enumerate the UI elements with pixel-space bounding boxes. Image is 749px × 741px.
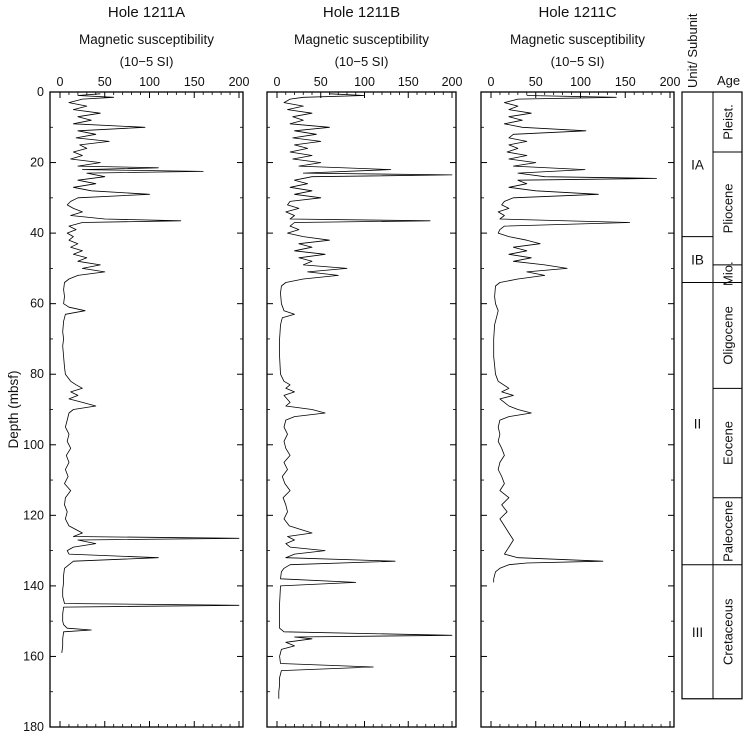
x-axis-label: Magnetic susceptibility: [294, 32, 429, 47]
unit-label: IA: [691, 157, 704, 172]
unit-label: II: [694, 417, 702, 432]
age-label: Paleocene: [721, 500, 736, 561]
x-axis-units: (10−5 SI): [551, 54, 605, 69]
susceptibility-series-line: [61, 93, 240, 653]
column-frame: [681, 91, 743, 700]
age-label: Eocene: [721, 421, 736, 465]
x-axis-units: (10−5 SI): [120, 54, 174, 69]
x-tick-label: 200: [660, 75, 681, 89]
y-tick-label: 20: [30, 156, 44, 170]
x-tick-label: 100: [139, 75, 160, 89]
age-label: Pliocene: [721, 183, 736, 233]
x-tick-label: 50: [314, 75, 328, 89]
panel-3: Hole 1211C Magnetic susceptibility (10−5 S…: [480, 4, 681, 728]
panel-title: Hole 1211A: [108, 4, 185, 21]
panel-1: Hole 1211A Magnetic susceptibility (10−5 S…: [49, 4, 250, 728]
x-tick-label: 200: [442, 75, 463, 89]
x-tick-label: 100: [354, 75, 375, 89]
x-tick-label: 150: [615, 75, 636, 89]
age-label: Pleist.: [721, 104, 736, 139]
y-tick-label: 120: [23, 508, 44, 522]
y-tick-label: 60: [30, 297, 44, 311]
y-tick-label: 180: [23, 720, 44, 734]
x-tick-label: 0: [488, 75, 495, 89]
y-tick-label: 40: [30, 226, 44, 240]
age-label: Oligocene: [721, 306, 736, 365]
lithology-column: Unit/ Subunit AgeIAIBIIIIIPleist.Pliocene…: [681, 13, 743, 700]
unit-label: III: [692, 625, 703, 640]
x-tick-label: 0: [57, 75, 64, 89]
unit-label: IB: [691, 253, 704, 268]
panel-title: Hole 1211C: [538, 4, 616, 21]
x-axis-units: (10−5 SI): [335, 54, 389, 69]
y-tick-label: 80: [30, 367, 44, 381]
panel-title: Hole 1211B: [323, 4, 400, 21]
age-header: Age: [717, 73, 740, 88]
x-tick-label: 0: [274, 75, 281, 89]
age-label: Mio.: [721, 261, 736, 286]
x-axis-label: Magnetic susceptibility: [510, 32, 645, 47]
y-tick-label: 0: [37, 85, 44, 99]
panel-2: Hole 1211B Magnetic susceptibility (10−5 S…: [266, 4, 463, 728]
y-tick-label: 140: [23, 579, 44, 593]
y-axis-label: Depth (mbsf): [6, 370, 21, 448]
x-tick-label: 50: [529, 75, 543, 89]
x-tick-label: 150: [398, 75, 419, 89]
plot-frame: [49, 91, 244, 728]
x-tick-label: 50: [98, 75, 112, 89]
x-tick-label: 100: [570, 75, 591, 89]
x-tick-label: 150: [184, 75, 205, 89]
susceptibility-series-line: [493, 95, 657, 583]
unit-subunit-header: Unit/ Subunit: [685, 13, 700, 88]
x-tick-label: 200: [229, 75, 250, 89]
susceptibility-series-line: [278, 93, 453, 699]
y-tick-label: 100: [23, 438, 44, 452]
age-label: Cretaceous: [721, 598, 736, 665]
x-axis-label: Magnetic susceptibility: [79, 32, 214, 47]
y-tick-label: 160: [23, 649, 44, 663]
